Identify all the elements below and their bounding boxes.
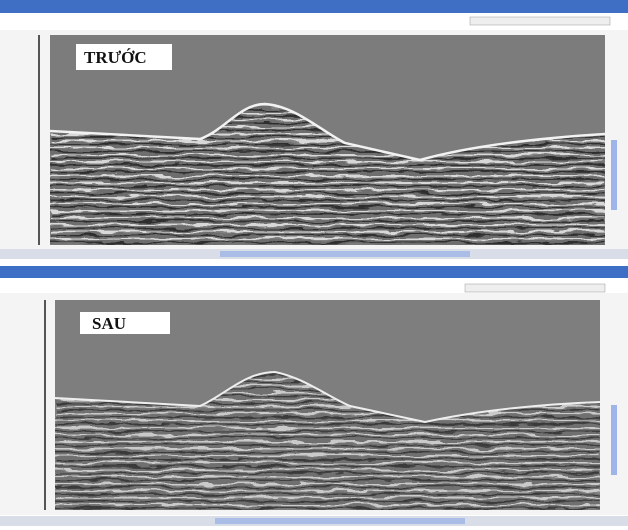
scrollbar[interactable] xyxy=(611,140,617,210)
horizontal-scrollbar[interactable] xyxy=(215,518,465,524)
depth-axis xyxy=(44,300,46,510)
horizontal-scrollbar[interactable] xyxy=(220,251,470,257)
title-bar xyxy=(0,0,628,13)
color-scale xyxy=(470,17,610,25)
title-bar xyxy=(0,266,628,278)
scrollbar[interactable] xyxy=(611,405,617,475)
panel-label: SAU xyxy=(92,314,126,333)
viewer-window-after: SAU xyxy=(0,266,628,526)
screenshot: TRƯỚC SAU xyxy=(0,0,628,530)
color-scale xyxy=(465,284,605,292)
viewer-window-before: TRƯỚC xyxy=(0,0,628,259)
depth-axis xyxy=(38,35,40,245)
panel-label: TRƯỚC xyxy=(84,48,147,67)
